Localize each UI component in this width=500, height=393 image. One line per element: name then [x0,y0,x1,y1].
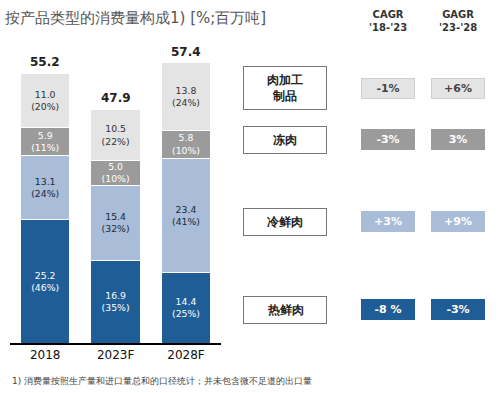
svg-text:-8 %: -8 % [374,303,401,316]
svg-text:55.2: 55.2 [30,55,60,69]
svg-text:1) 消费量按照生产量和进口量总和的口径统计；并未包含微不足: 1) 消费量按照生产量和进口量总和的口径统计；并未包含微不足道的出口量 [12,376,312,386]
svg-text:11.0(20%): 11.0(20%) [31,89,59,112]
svg-text:57.4: 57.4 [171,45,201,59]
svg-text:2018: 2018 [30,348,61,362]
svg-text:15.4(32%): 15.4(32%) [102,211,130,234]
svg-text:GAGR'23-'28: GAGR'23-'28 [439,9,477,33]
svg-text:14.4(25%): 14.4(25%) [172,296,200,319]
svg-text:-1%: -1% [376,82,399,95]
svg-text:2028F: 2028F [167,348,205,362]
svg-text:3%: 3% [449,133,468,146]
svg-text:CAGR'18-'23: CAGR'18-'23 [369,9,407,33]
svg-text:按产品类型的消费量构成1) [%;百万吨]: 按产品类型的消费量构成1) [%;百万吨] [5,9,266,27]
svg-text:25.2(46%): 25.2(46%) [31,270,59,293]
svg-text:13.1(24%): 13.1(24%) [31,176,59,199]
svg-text:+9%: +9% [444,215,472,228]
svg-text:5.8(10%): 5.8(10%) [172,132,200,155]
svg-text:5.0(10%): 5.0(10%) [102,161,130,184]
svg-text:5.9(11%): 5.9(11%) [31,130,59,153]
svg-text:23.4(41%): 23.4(41%) [172,204,200,227]
svg-text:冷鲜肉: 冷鲜肉 [267,215,303,229]
svg-text:-3%: -3% [446,303,469,316]
svg-text:16.9(35%): 16.9(35%) [102,290,130,313]
svg-text:-3%: -3% [376,133,399,146]
svg-text:2023F: 2023F [97,348,135,362]
svg-text:47.9: 47.9 [101,91,131,105]
svg-text:热鲜肉: 热鲜肉 [267,303,304,317]
svg-text:肉加工制品: 肉加工制品 [267,73,303,103]
svg-text:10.5(22%): 10.5(22%) [102,123,130,146]
svg-text:+6%: +6% [444,82,472,95]
svg-text:+3%: +3% [374,215,402,228]
svg-text:冻肉: 冻肉 [273,133,297,147]
svg-text:13.8(24%): 13.8(24%) [172,85,200,108]
